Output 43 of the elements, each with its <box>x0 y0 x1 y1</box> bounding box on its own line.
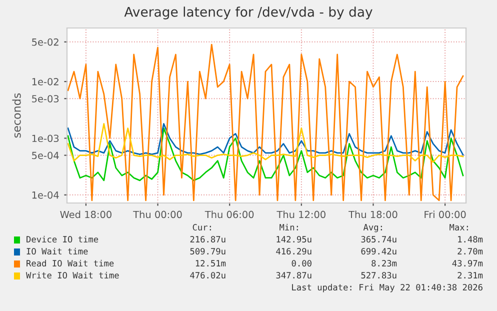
line-series <box>67 123 464 163</box>
text: 527.83u <box>361 272 396 279</box>
x-tick-label: Thu 12:00 <box>276 210 326 218</box>
y-tick-label: 1e-03 <box>32 134 59 142</box>
text: 416.29u <box>276 248 312 255</box>
legend-label: Device IO time <box>26 236 98 243</box>
chart-title: Average latency for /dev/vda - by day <box>124 6 372 20</box>
text: 365.74u <box>361 236 396 243</box>
text: 12.51m <box>196 260 226 267</box>
text: 476.02u <box>190 272 226 279</box>
x-tick-label: Thu 06:00 <box>204 210 254 218</box>
text: Last update: Fri May 22 01:40:38 2026 <box>292 284 482 292</box>
text: 509.79u <box>190 248 226 255</box>
y-tick-label: 5e-02 <box>32 38 58 46</box>
line-series <box>67 44 464 202</box>
line-series <box>67 128 464 182</box>
text: 2.70m <box>458 248 483 255</box>
text: 699.42u <box>361 248 396 255</box>
y-tick-label: 5e-04 <box>32 152 59 160</box>
text: 1.48m <box>458 236 483 243</box>
legend-label: Read IO Wait time <box>26 260 114 267</box>
legend-label: Write IO Wait time <box>26 272 119 279</box>
text: 8.23m <box>372 260 397 267</box>
x-tick-label: Wed 18:00 <box>60 210 112 218</box>
text: Min: <box>280 224 298 230</box>
text: 347.87u <box>276 272 312 279</box>
y-axis-title: seconds <box>12 93 21 138</box>
y-tick-label: 1e-04 <box>32 191 59 199</box>
x-tick-label: Thu 18:00 <box>348 210 398 218</box>
text: 43.97m <box>452 260 483 267</box>
text: 142.95u <box>276 236 312 243</box>
text: 0.00 <box>292 260 312 267</box>
legend-label: IO Wait time <box>26 248 88 255</box>
y-tick-label: 1e-02 <box>32 78 58 86</box>
x-tick-label: Thu 00:00 <box>133 210 182 218</box>
y-tick-label: 5e-03 <box>32 95 59 102</box>
text: 216.87u <box>190 236 226 243</box>
text: Avg: <box>363 224 382 232</box>
text: Cur: <box>192 224 211 231</box>
text: Max: <box>450 224 468 231</box>
text: 2.31m <box>458 272 483 279</box>
x-tick-label: Fri 00:00 <box>424 210 466 218</box>
line-series <box>67 123 464 156</box>
